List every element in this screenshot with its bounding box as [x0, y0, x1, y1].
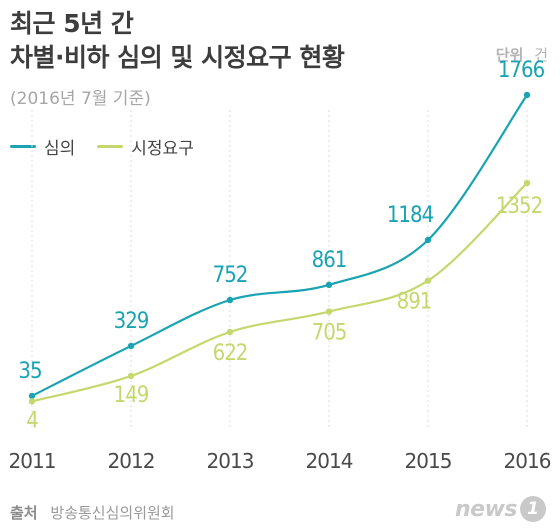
- logo-wordmark: news: [454, 496, 518, 522]
- data-point-correction-2013: [226, 328, 234, 336]
- data-label-correction-2016: 1352: [496, 194, 542, 219]
- chart-title-line-2: 차별·비하 심의 및 시정요구 현황: [10, 43, 345, 72]
- source-label: 출처: [10, 504, 38, 522]
- data-label-correction-2015: 891: [397, 290, 432, 315]
- data-point-correction-2011: [28, 398, 36, 405]
- x-tick-label-2011: 2011: [9, 449, 56, 473]
- legend-swatch-correction: [97, 145, 124, 148]
- news1-logo: news 1: [455, 496, 546, 522]
- legend-label-correction: 시정요구: [131, 139, 194, 159]
- legend: 심의 시정요구: [10, 134, 216, 159]
- date-basis: (2016년 7월 기준): [10, 89, 151, 109]
- unit-note: 단위 건: [496, 44, 548, 65]
- legend-swatch-review: [10, 145, 36, 148]
- data-label-review-2015: 1184: [387, 203, 434, 228]
- x-tick-label-2016: 2016: [504, 449, 551, 473]
- data-label-correction-2014: 705: [312, 321, 347, 346]
- data-label-review-2013: 752: [213, 263, 248, 288]
- data-label-review-2011: 35: [18, 359, 41, 384]
- legend-label-review: 심의: [44, 139, 76, 159]
- x-tick-label-2015: 2015: [405, 449, 452, 473]
- series-line-correction: [31, 182, 528, 403]
- x-tick-label-2012: 2012: [108, 449, 155, 473]
- x-tick-label-2013: 2013: [207, 449, 254, 473]
- source-note: 출처 방송통신심의위원회: [10, 502, 175, 523]
- data-point-correction-2014: [325, 308, 333, 315]
- logo-badge: 1: [520, 496, 546, 522]
- data-label-correction-2012: 149: [114, 383, 149, 408]
- x-tick-label-2014: 2014: [306, 449, 353, 473]
- data-point-review-2012: [127, 342, 135, 350]
- legend-item-review: 심의: [10, 134, 75, 159]
- data-point-review-2015: [424, 236, 432, 244]
- legend-item-correction: 시정요구: [97, 134, 194, 159]
- data-point-correction-2016: [523, 179, 531, 187]
- data-point-review-2016: [523, 91, 531, 99]
- data-label-review-2014: 861: [312, 248, 347, 273]
- chart-title-line-1: 최근 5년 간: [10, 9, 134, 38]
- data-point-correction-2012: [127, 372, 135, 380]
- data-point-review-2011: [28, 392, 36, 400]
- source-value: 방송통신심의위원회: [50, 504, 175, 522]
- data-label-correction-2013: 622: [213, 341, 248, 366]
- unit-label: 단위: [495, 46, 524, 64]
- unit-value: 건: [534, 46, 548, 64]
- data-point-correction-2015: [424, 277, 432, 284]
- data-point-review-2013: [226, 296, 234, 304]
- data-point-review-2014: [325, 281, 333, 289]
- data-label-correction-2011: 4: [26, 408, 38, 433]
- series-line-review: [31, 94, 528, 397]
- data-label-review-2016: 1766: [498, 58, 545, 83]
- data-label-review-2012: 329: [114, 309, 149, 334]
